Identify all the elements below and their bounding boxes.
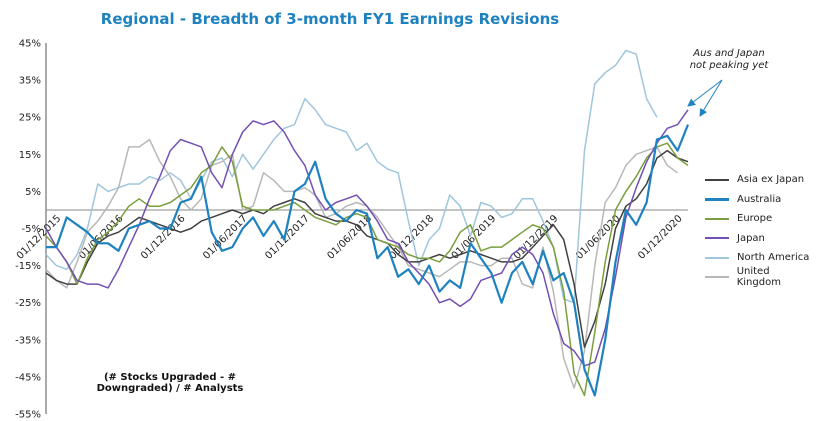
y-tick-label: -5% (22, 224, 41, 235)
y-tick-label: -35% (15, 335, 41, 346)
legend: Asia ex Japan Australia Europe Japan North A… (705, 170, 816, 289)
callout-arrow (699, 79, 723, 117)
series-lines (45, 49, 690, 397)
legend-item: Japan (705, 229, 816, 249)
units-note: (# Stocks Upgraded - # Downgraded) / # A… (96, 372, 244, 394)
y-tick-label: 35% (19, 76, 41, 87)
legend-swatch (705, 256, 729, 259)
y-tick-label: 25% (19, 113, 41, 124)
legend-label: Australia (737, 193, 782, 205)
x-tick-label: 01/12/2015 (15, 213, 64, 262)
legend-label: Asia ex Japan (737, 174, 805, 186)
legend-item: United Kingdom (705, 266, 816, 289)
x-tick-labels: 01/12/2015 01/06/2016 01/12/2016 01/06/2017… (15, 213, 685, 262)
legend-item: North America (705, 248, 816, 268)
legend-item: Europe (705, 209, 816, 229)
y-tick-label: 15% (19, 150, 41, 161)
x-tick-label: 01/12/2020 (636, 213, 685, 262)
legend-swatch (705, 237, 729, 240)
series-line-australia (46, 124, 690, 397)
legend-swatch (705, 217, 729, 220)
y-tick-label: -25% (15, 298, 41, 309)
x-tick-label: 01/12/2019 (512, 213, 561, 262)
chart-title: Regional - Breadth of 3-month FY1 Earnin… (100, 10, 560, 28)
x-tick-label: 01/06/2020 (574, 213, 623, 262)
y-tick-label: 45% (19, 39, 41, 50)
legend-label: Japan (737, 232, 765, 244)
legend-item: Asia ex Japan (705, 170, 816, 190)
y-tick-labels: 45% 35% 25% 15% 5% -5% -15% -25% -35% -45% -55% (15, 39, 41, 421)
legend-swatch (705, 178, 729, 181)
series-line-north-america (45, 49, 658, 304)
callout-arrow (687, 79, 723, 107)
callout-text: Aus and Japan not peaking yet (689, 48, 769, 71)
y-tick-label: -55% (15, 410, 41, 421)
legend-item: Australia (705, 190, 816, 210)
series-line-japan (45, 109, 689, 367)
legend-label: Europe (737, 213, 773, 225)
series-line-united-kingdom (45, 138, 679, 389)
legend-swatch (705, 197, 729, 201)
y-tick-label: -15% (15, 261, 41, 272)
y-tick-label: -45% (15, 372, 41, 383)
callout-arrows (687, 79, 723, 117)
legend-swatch (705, 276, 729, 279)
y-tick-label: 5% (25, 187, 41, 198)
legend-label: United Kingdom (736, 266, 781, 289)
legend-label: North America (737, 252, 810, 264)
